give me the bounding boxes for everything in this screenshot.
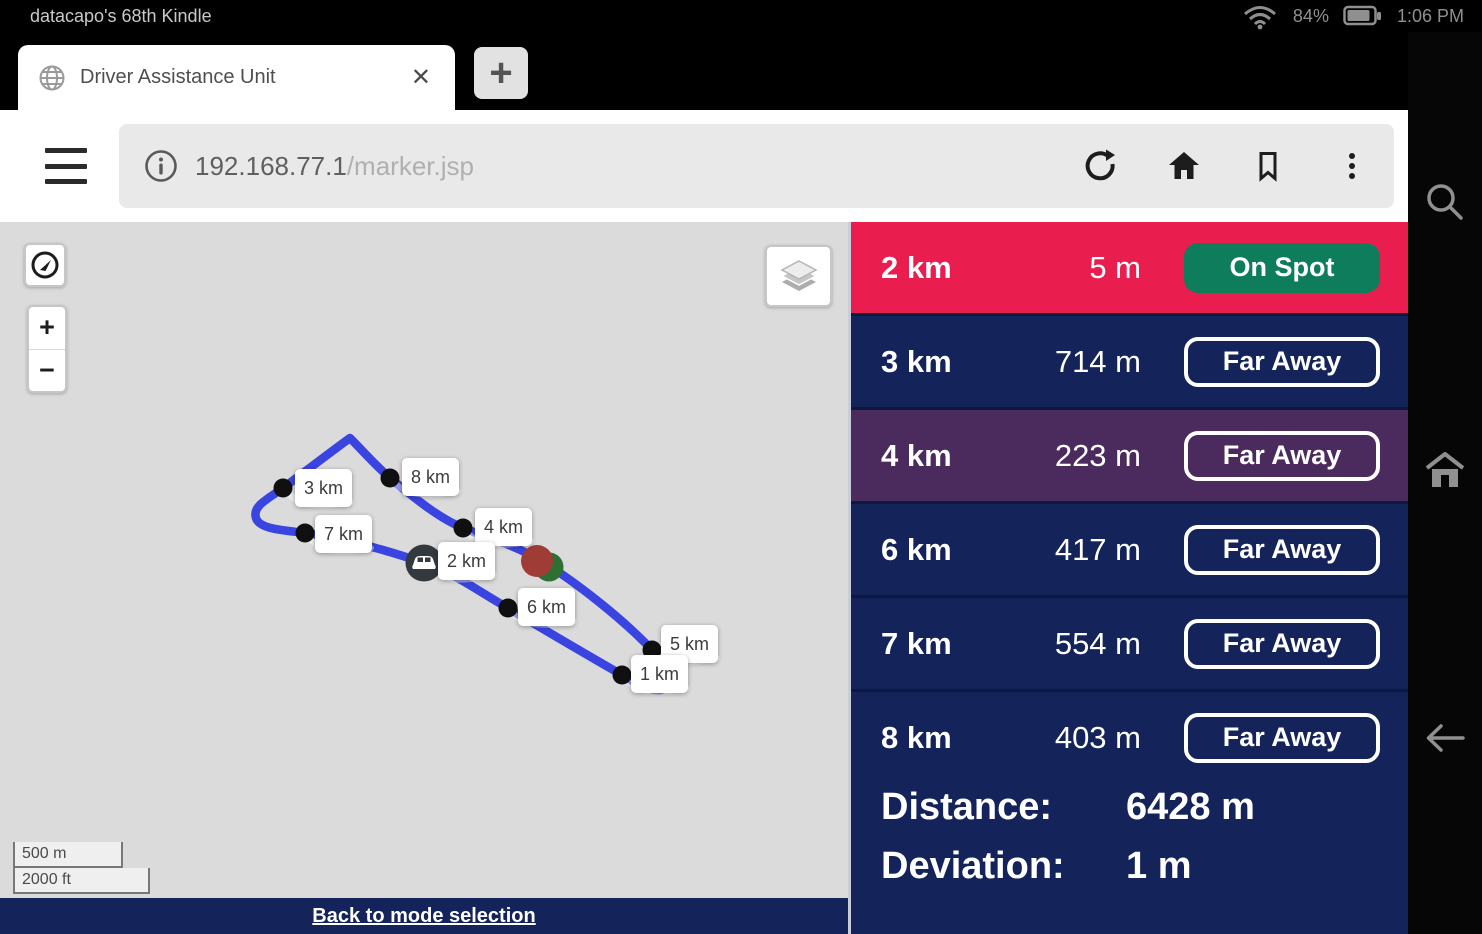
battery-percent: 84% (1292, 5, 1329, 26)
globe-icon (39, 65, 65, 90)
compass-button[interactable] (24, 243, 66, 287)
km-marker-label[interactable]: 3 km (295, 469, 352, 507)
km-marker-label[interactable]: 4 km (475, 508, 532, 546)
checkpoint-km: 8 km (881, 719, 952, 755)
scale-imperial: 2000 ft (13, 868, 150, 894)
km-marker-label[interactable]: 8 km (402, 458, 459, 496)
status-bar: datacapo's 68th Kindle 84% 1:06 PM (0, 0, 1482, 32)
current-waypoint-dot[interactable] (521, 545, 553, 577)
wifi-icon (1243, 6, 1276, 30)
layers-button[interactable] (765, 245, 832, 307)
back-to-mode-selection-link[interactable]: Back to mode selection (312, 904, 536, 927)
km-marker-label[interactable]: 7 km (315, 515, 372, 553)
url-text: 192.168.77.1/marker.jsp (195, 150, 474, 181)
map-canvas[interactable]: 3 km 8 km 7 km 4 km 2 km 6 km 5 km 1 km + − (0, 222, 848, 898)
km-marker-dot[interactable] (642, 640, 662, 660)
system-nav-strip (1408, 32, 1482, 934)
zoom-control: + − (27, 305, 67, 393)
distance-label: Distance: (881, 786, 1053, 828)
checkpoint-distance: 403 m (1054, 719, 1141, 755)
search-icon[interactable] (1423, 180, 1467, 224)
browser-toolbar: 192.168.77.1/marker.jsp (0, 110, 1408, 222)
new-tab-button[interactable]: + (474, 47, 528, 99)
km-marker-dot[interactable] (295, 523, 315, 543)
device-name: datacapo's 68th Kindle (30, 6, 212, 26)
home-icon[interactable] (1166, 148, 1202, 184)
layers-icon (779, 260, 818, 291)
km-marker-dot[interactable] (273, 478, 293, 498)
battery-icon (1343, 5, 1381, 26)
km-marker-dot[interactable] (498, 598, 518, 618)
checkpoint-km: 2 km (881, 249, 952, 285)
checkpoint-row[interactable]: 2 km 5 m On Spot (851, 222, 1408, 316)
checkpoint-row[interactable]: 6 km 417 m Far Away (851, 504, 1408, 598)
clock: 1:06 PM (1396, 5, 1464, 26)
distance-value: 6428 m (1126, 786, 1255, 828)
back-arrow-icon[interactable] (1423, 720, 1467, 756)
tab-close-icon[interactable]: ✕ (410, 64, 431, 91)
zoom-in-button[interactable]: + (29, 307, 65, 350)
checkpoint-km: 3 km (881, 343, 952, 379)
km-marker-label[interactable]: 6 km (518, 588, 575, 626)
deviation-value: 1 m (1126, 845, 1192, 887)
checkpoint-distance: 417 m (1054, 531, 1141, 567)
km-marker-dot[interactable] (380, 468, 400, 488)
checkpoint-km: 6 km (881, 531, 952, 567)
menu-icon[interactable] (45, 148, 87, 184)
km-marker-dot[interactable] (453, 518, 473, 538)
tab-bar: Driver Assistance Unit ✕ + (0, 32, 1408, 110)
status-badge: On Spot (1184, 242, 1380, 293)
route-layer (251, 433, 720, 695)
checkpoint-row[interactable]: 7 km 554 m Far Away (851, 598, 1408, 692)
checkpoint-km: 7 km (881, 625, 952, 661)
status-badge: Far Away (1184, 524, 1380, 575)
overflow-menu-icon[interactable] (1334, 148, 1370, 184)
deviation-label: Deviation: (881, 845, 1065, 887)
address-bar[interactable]: 192.168.77.1/marker.jsp (119, 124, 1394, 208)
checkpoint-distance: 714 m (1054, 343, 1141, 379)
zoom-out-button[interactable]: − (39, 354, 55, 385)
bookmark-icon[interactable] (1250, 148, 1286, 184)
checkpoint-row[interactable]: 4 km 223 m Far Away (851, 410, 1408, 504)
vehicle-marker[interactable] (405, 544, 443, 582)
system-home-icon[interactable] (1423, 450, 1467, 490)
bottom-bar: Back to mode selection (0, 898, 848, 934)
info-icon[interactable] (143, 148, 179, 184)
tab-title: Driver Assistance Unit (80, 66, 276, 88)
compass-icon (31, 251, 59, 279)
checkpoint-row[interactable]: 3 km 714 m Far Away (851, 316, 1408, 410)
checkpoint-panel: 2 km 5 m On Spot 3 km 714 m Far Away 4 km 223 m… (848, 222, 1408, 934)
km-marker-label[interactable]: 2 km (438, 542, 495, 580)
checkpoint-distance: 223 m (1054, 437, 1141, 473)
status-badge: Far Away (1184, 712, 1380, 763)
summary-panel: Distance: 6428 m Deviation: 1 m (851, 770, 1408, 934)
status-badge: Far Away (1184, 618, 1380, 669)
status-badge: Far Away (1184, 336, 1380, 387)
map-scale: 500 m 2000 ft (13, 842, 150, 894)
checkpoint-distance: 5 m (1089, 249, 1141, 285)
scale-metric: 500 m (13, 842, 123, 868)
browser-tab[interactable]: Driver Assistance Unit ✕ (18, 45, 455, 110)
checkpoint-distance: 554 m (1054, 625, 1141, 661)
km-marker-label[interactable]: 1 km (631, 655, 688, 693)
refresh-icon[interactable] (1082, 148, 1118, 184)
km-marker-dot[interactable] (612, 665, 632, 685)
checkpoint-km: 4 km (881, 437, 952, 473)
status-badge: Far Away (1184, 430, 1380, 481)
checkpoint-list: 2 km 5 m On Spot 3 km 714 m Far Away 4 km 223 m… (851, 222, 1408, 786)
page-content: 3 km 8 km 7 km 4 km 2 km 6 km 5 km 1 km + − (0, 222, 1408, 934)
